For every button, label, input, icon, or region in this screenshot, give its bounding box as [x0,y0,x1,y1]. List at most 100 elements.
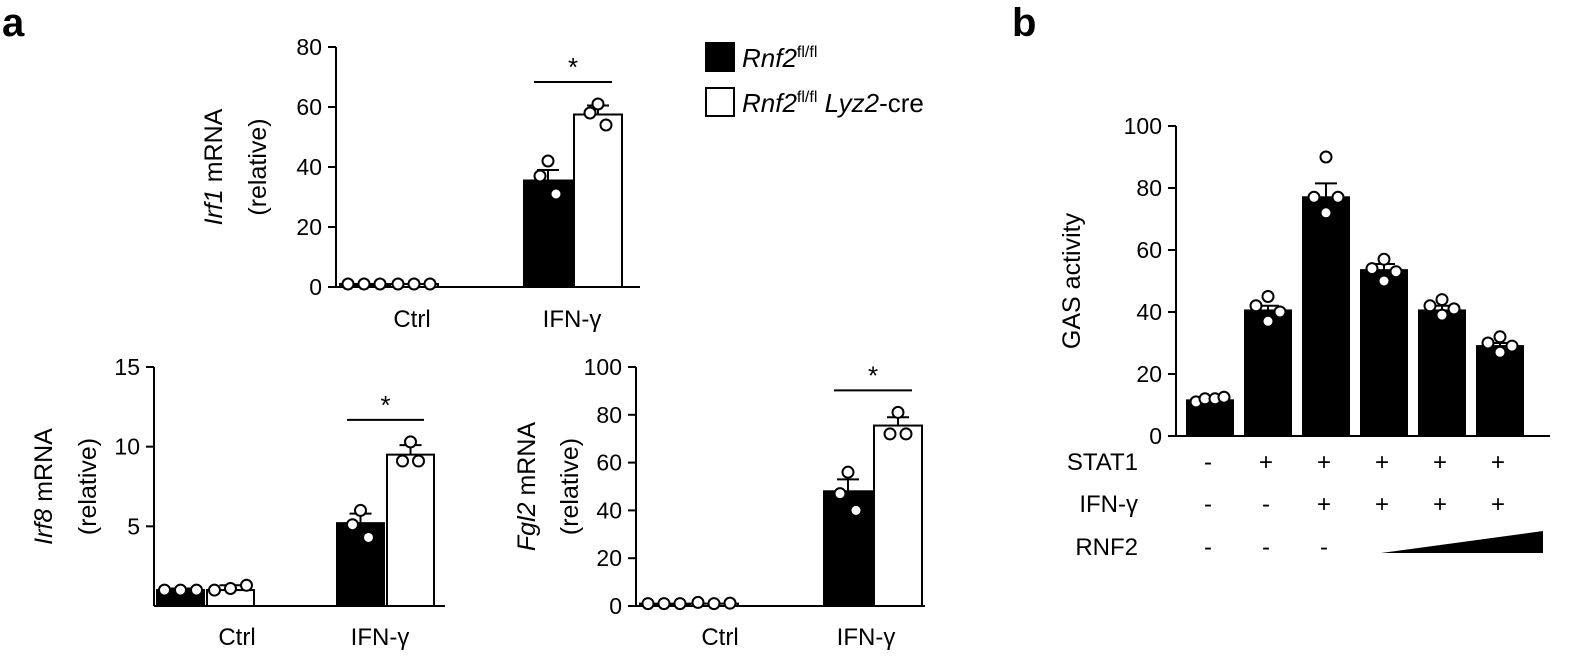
gas-point-5-3 [1493,345,1507,359]
irf1-category-label: Ctrl [393,306,430,333]
gas-point-3-1 [1365,262,1379,276]
gas-point-1-1 [1249,299,1263,313]
legend-sup: fl/fl [797,44,817,61]
panel-label-a: a [2,1,25,45]
gas-condition-value: + [1433,449,1447,476]
irf8-category-label: IFN-γ [351,624,410,651]
fgl2-point-1-1-1 [883,427,897,441]
gas-condition-value: + [1375,491,1389,518]
gas-point-0-3 [1217,390,1231,404]
irf1-bar-0-1 [523,179,573,288]
irf8-point-1-1-1 [396,454,409,468]
irf8-point-0-0-2 [190,583,203,597]
irf8-bar-1-1 [386,453,435,607]
legend-swatch-rnf2-flfl [705,42,735,72]
gas-y-tick-label: 100 [1124,113,1162,139]
irf8-point-1-0-2 [240,578,253,592]
fgl2-bar-0-1 [823,490,873,607]
irf8-point-1-0-0 [208,583,221,597]
irf1-point-1-0-2 [423,277,437,291]
legend-suffix-italic: Lyz2 [817,88,879,118]
fgl2-bar-1-1 [873,424,923,607]
gas-bar-4 [1418,309,1466,438]
gas-condition-value: - [1204,449,1212,476]
fgl2-point-1-1-0 [891,405,905,419]
gas-point-3-0 [1377,252,1391,266]
fgl2-point-1-0-0 [691,595,705,609]
gas-point-5-2 [1505,339,1519,353]
gas-bar-5 [1476,345,1524,438]
gas-condition-label: IFN-γ [1079,491,1138,518]
gas-point-2-0 [1319,150,1333,164]
gas-y-tick-label: 20 [1136,361,1162,387]
irf8-point-1-0-1 [224,581,237,595]
irf1-point-0-1-0 [541,154,555,168]
gas-y-axis-label: GAS activity [1058,212,1086,349]
fgl2-y-tick-label: 60 [596,450,622,476]
gas-bar-3 [1360,269,1408,437]
gas-point-4-3 [1435,308,1449,322]
gas-y-tick-label: 40 [1136,299,1162,325]
panel-label-b: b [1012,1,1036,45]
irf1-point-0-0-1 [357,277,371,291]
chart-fgl2: 0 20 40 60 80 100 Ctrl IFN-γ * Fgl2 mRNA (relative… [513,354,925,651]
fgl2-category-label: IFN-γ [837,624,896,651]
gas-condition-value: + [1375,449,1389,476]
irf8-y-tick-label: 5 [127,513,140,539]
irf1-point-1-0-0 [391,277,405,291]
gas-gradient-value: - [1204,534,1212,561]
irf1-point-0-0-2 [373,277,387,291]
gas-condition-value: + [1259,449,1273,476]
legend-label-rnf2-flfl: Rnf2fl/fl [742,43,817,73]
legend: Rnf2fl/fl Rnf2fl/fl Lyz2-cre [705,42,924,118]
irf1-y-tick-label: 0 [309,274,322,300]
gas-condition-value: + [1433,491,1447,518]
irf8-point-1-1-2 [412,454,425,468]
gas-condition-value: + [1491,491,1505,518]
gas-y-tick-label: 0 [1149,423,1162,449]
gas-point-1-0 [1261,290,1275,303]
legend-suffix: -cre [879,88,924,118]
irf1-point-1-1-2 [599,118,613,132]
fgl2-point-0-0-1 [657,597,671,611]
fgl2-point-0-1-0 [841,465,855,479]
gas-point-4-0 [1435,293,1449,307]
irf1-significance-star: * [568,52,578,82]
fgl2-point-0-0-2 [673,597,687,611]
gas-condition-value: - [1204,491,1212,518]
fgl2-y-tick-label: 0 [609,593,622,619]
legend-gene: Rnf2 [742,88,797,118]
gas-point-3-3 [1377,274,1391,288]
gas-point-1-2 [1273,305,1287,319]
fgl2-y-tick-label: 100 [584,354,622,380]
gas-bar-2 [1302,196,1350,437]
legend-swatch-rnf2-flfl-lyz2-cre [705,87,735,117]
irf1-point-0-1-1 [533,169,547,183]
gas-condition-value: + [1491,449,1505,476]
gas-point-2-2 [1331,190,1345,204]
chart-irf8: 5 10 15 Ctrl IFN-γ * Irf8 mRNA (relative) [30,354,445,651]
irf1-y-axis-label-line2: (relative) [244,118,272,215]
gas-gradient-label: RNF2 [1075,534,1138,561]
fgl2-category-label: Ctrl [701,624,738,651]
irf1-y-tick-label: 80 [296,34,322,60]
irf8-point-1-1-0 [404,435,417,449]
gas-condition-value: + [1317,449,1331,476]
irf1-y-tick-label: 60 [296,94,322,120]
irf8-y-axis-label: Irf8 mRNA [30,428,58,545]
gas-condition-value: - [1262,491,1270,518]
fgl2-point-0-1-1 [833,487,847,501]
fgl2-y-tick-label: 80 [596,402,622,428]
irf1-y-tick-label: 20 [296,214,322,240]
irf8-point-0-0-1 [174,583,187,597]
irf8-y-tick-label: 15 [114,354,140,380]
legend-sup: fl/fl [797,89,817,106]
irf1-category-label: IFN-γ [543,306,602,333]
fgl2-point-1-0-2 [723,596,737,610]
fgl2-y-axis-label-line2: (relative) [556,438,584,535]
irf8-point-0-0-0 [158,583,171,597]
irf8-point-0-1-1 [346,518,359,532]
gas-point-5-0 [1493,330,1507,344]
fgl2-y-axis-label: Fgl2 mRNA [513,422,541,552]
gas-y-tick-label: 80 [1136,175,1162,201]
